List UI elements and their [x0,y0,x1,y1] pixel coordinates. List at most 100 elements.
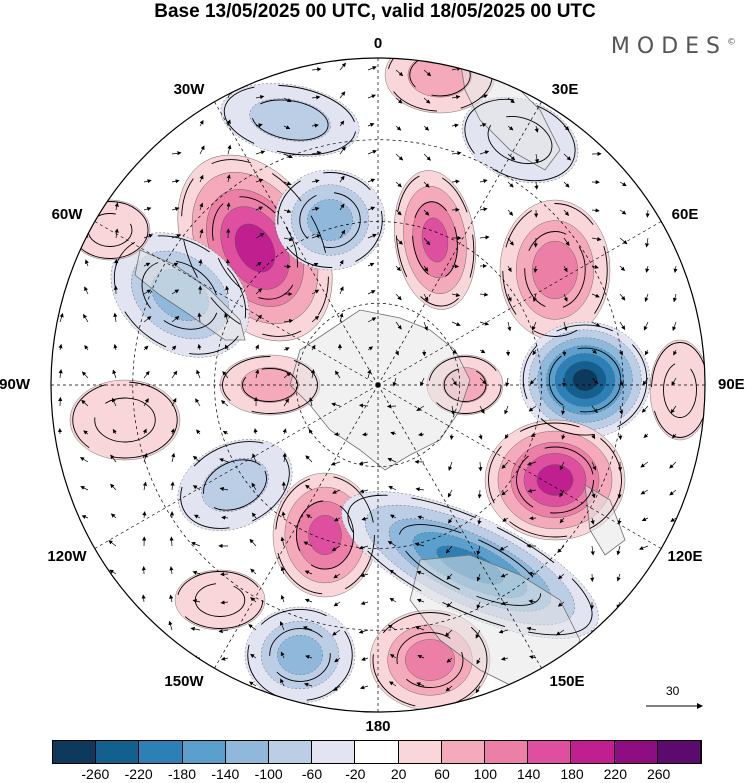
wind-arrow [191,541,201,547]
wind-arrow [367,262,375,267]
wind-arrow [447,489,453,498]
wind-arrow [451,264,460,269]
wind-arrow [619,237,628,245]
wind-arrow [303,541,313,547]
longitude-label: 30W [173,81,205,98]
wind-arrow [479,321,490,326]
wind-arrow [220,656,229,661]
wind-arrow [644,293,649,302]
wind-arrow [367,149,377,155]
wind-arrow [367,290,376,295]
meridian [214,384,379,669]
modes-logo: MODES© [610,34,736,59]
wind-arrow [414,542,425,547]
streamline [176,571,264,629]
wind-arrow [279,621,285,631]
wind-arrow [220,600,229,605]
wind-arrow [527,461,537,466]
wind-arrow [196,369,201,379]
wind-arrow [255,261,262,267]
wind-arrow [389,681,397,687]
streamline [663,362,697,418]
wind-arrow [255,206,264,211]
streamline [487,115,553,165]
wind-arrow [81,371,89,379]
wind-arrow [308,428,313,435]
wind-arrow [311,262,319,267]
wind-arrow [250,568,257,575]
wind-arrow [311,344,316,351]
longitude-label: 30E [551,81,579,98]
streamline [464,98,576,182]
wind-arrow [283,209,292,214]
wind-arrow [507,321,512,332]
wind-arrow [362,432,369,437]
vector-scale: 30 [640,680,710,716]
wind-arrow [532,293,537,303]
wind-arrow [199,202,204,211]
wind-arrow [58,343,63,351]
streamline [412,201,458,279]
wind-arrow [451,349,457,354]
streamline [396,632,464,688]
wind-arrow [644,349,649,356]
wind-arrow [143,179,152,184]
wind-arrow [221,515,229,520]
wind-arrow [394,349,399,356]
wind-arrow [449,433,454,440]
wind-arrow [673,265,678,273]
wind-arrow [196,429,201,435]
longitude-label: 120E [667,548,703,565]
wind-arrow [672,321,677,331]
wind-arrow [303,682,313,687]
land-layer [134,59,626,691]
anomaly-contour [405,639,455,681]
wind-arrow [507,97,515,104]
colorbar-tick-label: -20 [345,766,366,782]
wind-arrow [478,433,483,440]
wind-arrow [476,545,481,556]
wind-arrow [308,397,313,407]
wind-arrow [81,399,89,407]
wind-arrow [305,655,313,660]
wind-arrow [280,536,285,547]
wind-arrow [423,265,429,272]
wind-arrow [305,484,313,491]
wind-arrow [479,94,488,99]
wind-arrow [416,405,425,411]
meridian [94,221,379,386]
streamline [372,612,488,708]
wind-arrow [591,208,600,213]
wind-arrow [255,178,264,183]
wind-arrow [114,228,119,239]
wind-arrow [170,481,175,491]
wind-arrow [479,377,487,385]
longitude-label: 90W [0,376,30,393]
streamline [295,500,355,570]
wind-arrow [339,286,344,295]
wind-arrow [283,398,290,407]
wind-arrow [219,486,229,492]
wind-arrow [253,428,258,435]
streamline [113,235,247,355]
wind-arrow [563,321,568,332]
wind-arrow [479,123,487,128]
anomaly-contour [201,458,269,512]
wind-arrow [84,286,89,295]
wind-arrow [226,174,231,183]
colorbar-swatch [571,741,615,763]
wind-arrow [559,489,565,498]
wind-arrow [226,202,231,211]
wind-arrow [415,625,425,631]
wind-arrow [445,545,453,554]
streamline [71,201,149,259]
wind-arrow [591,349,598,354]
wind-arrow [367,206,376,211]
wind-arrow [143,206,152,211]
wind-arrow [591,264,599,269]
streamline [299,192,361,248]
colorbar-ticks: -260 -220 -180 -140 -100 -60 -20 20 60 100 140 180 2… [52,764,702,783]
wind-arrow [358,461,369,466]
wind-arrow [500,601,509,606]
